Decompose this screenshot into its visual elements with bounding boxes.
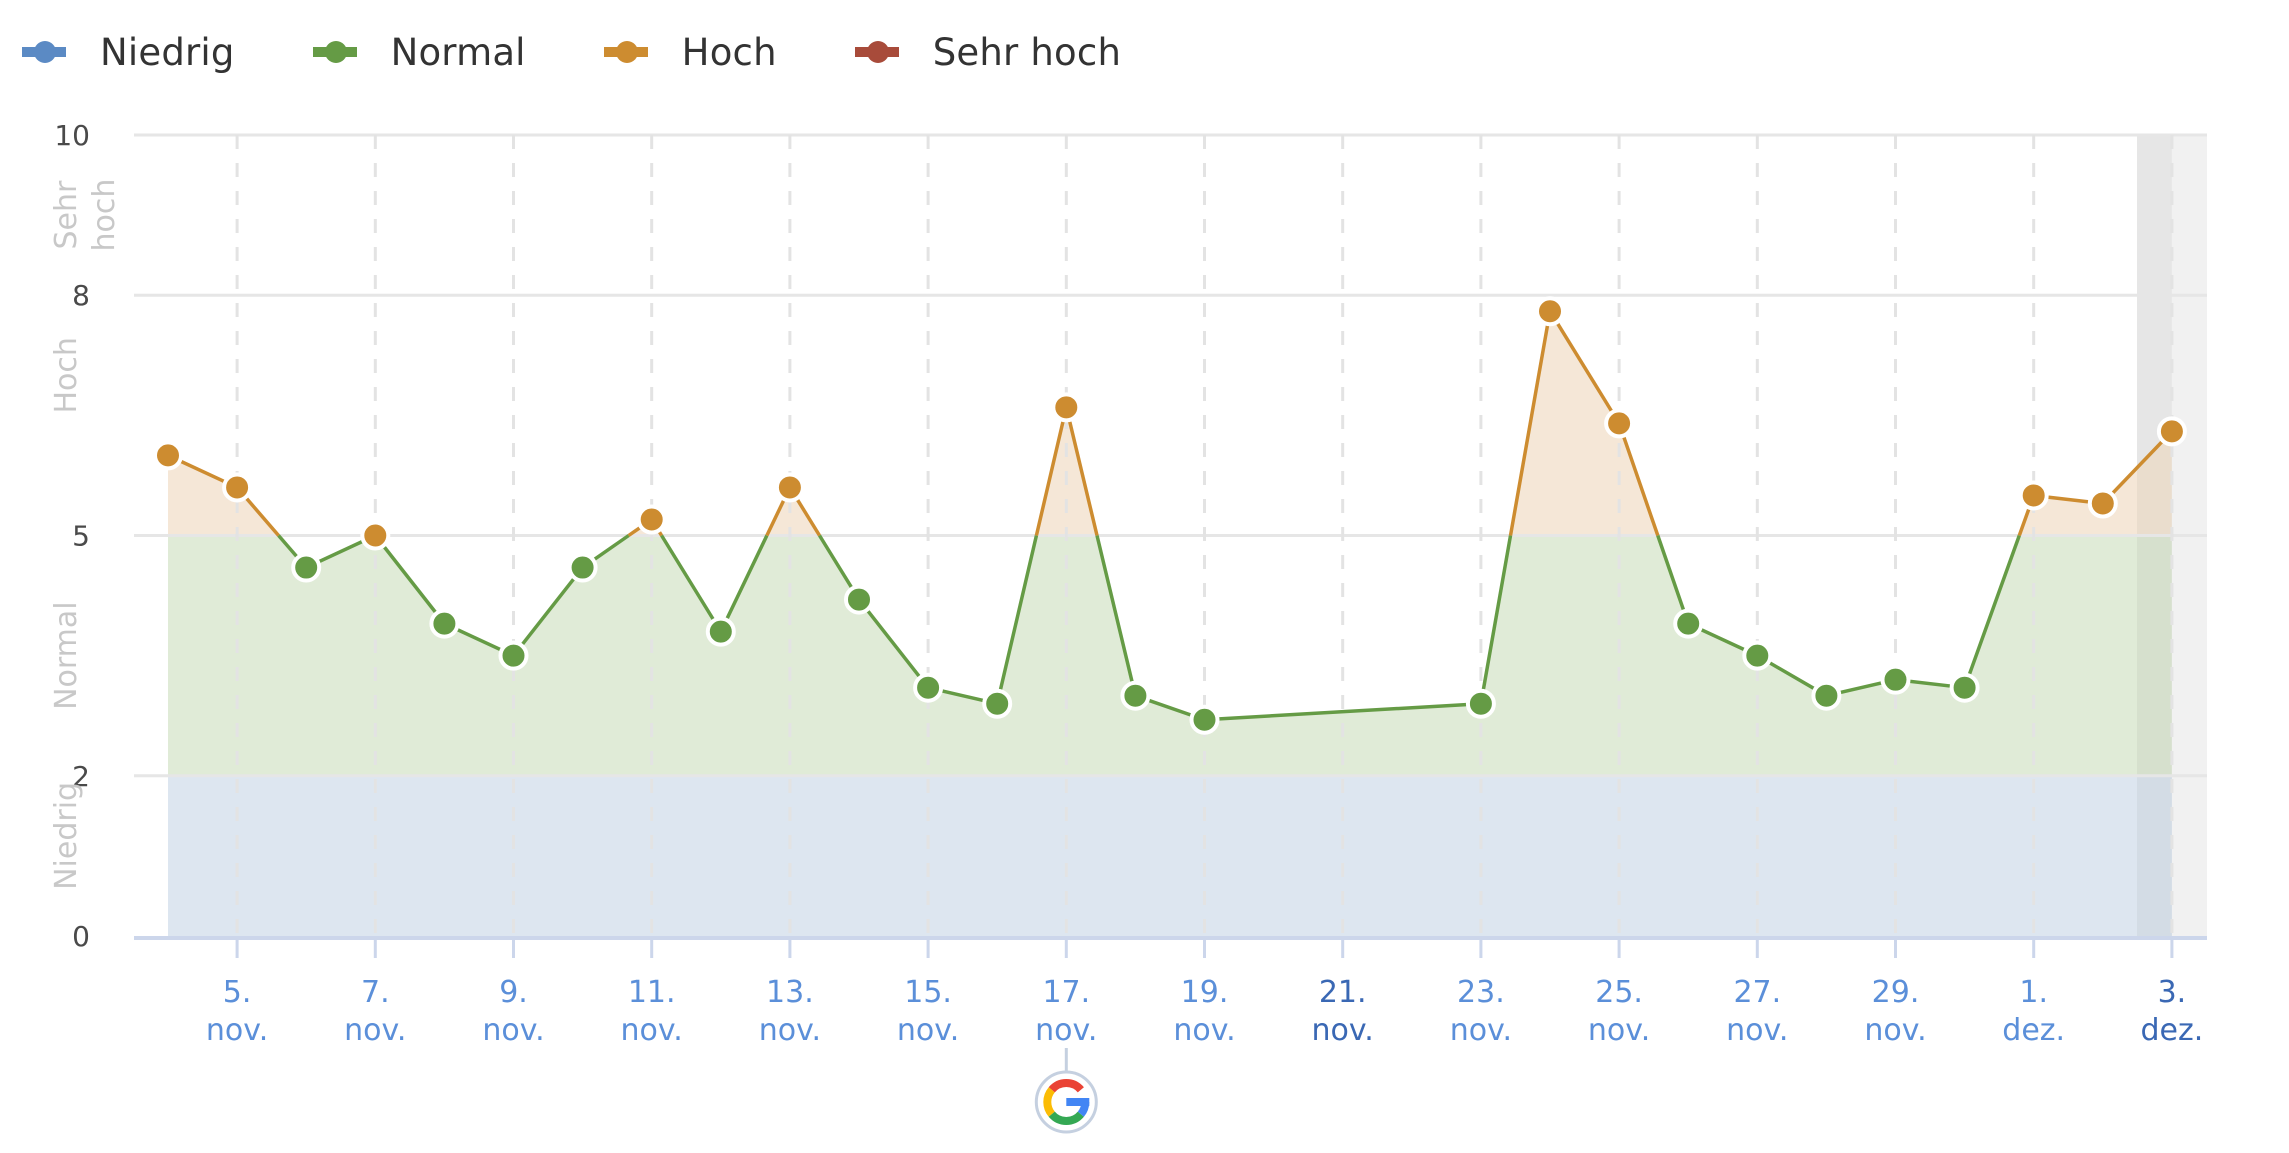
band-label: Normal [49,601,84,710]
x-tick-day: 9. [499,975,528,1010]
data-points [153,296,2187,735]
x-tick-month: dez. [2002,1013,2065,1048]
x-tick-month: nov. [621,1013,683,1048]
band-label: hoch [87,179,122,252]
x-tick-day: 5. [223,975,252,1010]
google-update-annotation[interactable] [1034,1048,1098,1134]
data-point[interactable] [1811,680,1842,711]
x-tick-day: 11. [628,975,676,1010]
band-labels: Niedrig Normal Hoch Sehr hoch [49,179,122,890]
legend-item-normal[interactable]: Normal [312,30,526,74]
x-tick-month: nov. [1588,1013,1650,1048]
x-tick-month: nov. [1173,1013,1235,1048]
legend-marker-icon [22,41,66,63]
band-label: Niedrig [49,782,84,890]
data-point[interactable] [360,520,391,551]
google-icon [1043,1079,1090,1125]
legend-label: Hoch [681,30,777,74]
x-tick-day: 15. [904,975,952,1010]
y-tick-label: 2 [72,760,90,793]
data-point[interactable] [1120,680,1151,711]
data-point[interactable] [1673,608,1704,639]
legend-label: Niedrig [100,30,235,74]
chart-legend: Niedrig Normal Hoch Sehr hoch [22,22,1199,82]
x-tick-month: nov. [344,1013,406,1048]
data-point[interactable] [1742,640,1773,671]
x-tick-day: 17. [1042,975,1090,1010]
legend-label: Sehr hoch [932,30,1122,74]
x-axis: 5.nov.7.nov.9.nov.11.nov.13.nov.15.nov.1… [206,940,2203,1048]
legend-marker-icon [312,41,357,63]
data-point[interactable] [1604,408,1635,439]
x-tick-month: nov. [206,1013,268,1048]
x-tick-day: 13. [766,975,814,1010]
x-tick-month: nov. [1864,1013,1926,1048]
y-tick-label: 8 [72,279,90,312]
data-point[interactable] [1535,296,1565,327]
x-tick-month: dez. [2141,1013,2204,1048]
x-tick-day: 3. [2158,975,2187,1010]
x-tick-day: 19. [1181,975,1229,1010]
y-tick-label: 10 [54,119,90,152]
x-tick-month: nov. [1450,1013,1512,1048]
y-axis: 0 2 5 8 10 [54,119,90,953]
x-tick-day: 27. [1733,975,1781,1010]
band-fill-sehr-hoch [168,135,2172,295]
x-tick-day: 21. [1319,975,1367,1010]
y-tick-label: 5 [72,520,90,553]
data-point[interactable] [2087,488,2118,519]
x-tick-day: 23. [1457,975,1505,1010]
band-label: Hoch [49,337,84,413]
data-point[interactable] [1189,704,1220,735]
x-tick-day: 7. [361,975,390,1010]
data-point[interactable] [1880,664,1911,695]
data-point[interactable] [913,672,944,703]
data-point[interactable] [429,608,460,639]
legend-label: Normal [390,30,526,74]
x-tick-month: nov. [897,1013,959,1048]
data-point[interactable] [222,472,253,503]
data-point[interactable] [844,584,874,615]
band-fill-normal [168,535,2172,776]
band-label: Sehr [49,180,84,250]
x-tick-month: nov. [1726,1013,1788,1048]
data-point[interactable] [2018,480,2049,511]
data-point[interactable] [705,616,736,647]
data-point[interactable] [1949,672,1980,703]
data-point[interactable] [153,440,183,471]
x-tick-month: nov. [1312,1013,1374,1048]
band-fill-hoch [168,311,2172,536]
x-tick-month: nov. [1035,1013,1097,1048]
data-point[interactable] [291,552,322,583]
data-point[interactable] [1051,392,1082,423]
x-tick-day: 29. [1872,975,1920,1010]
data-point[interactable] [1465,688,1496,719]
legend-marker-icon [854,41,899,63]
x-tick-day: 25. [1595,975,1643,1010]
legend-marker-icon [603,41,648,63]
data-point[interactable] [774,472,805,503]
x-tick-day: 1. [2019,975,2048,1010]
legend-item-sehr-hoch[interactable]: Sehr hoch [854,30,1122,74]
data-point[interactable] [636,504,667,535]
data-point[interactable] [567,552,598,583]
data-point[interactable] [982,688,1013,719]
data-point[interactable] [2156,416,2187,447]
y-tick-label: 0 [72,920,90,953]
band-fill-niedrig [168,775,2172,936]
x-tick-month: nov. [482,1013,544,1048]
legend-item-hoch[interactable]: Hoch [603,30,777,74]
x-tick-month: nov. [759,1013,821,1048]
data-point[interactable] [498,640,529,671]
legend-item-niedrig[interactable]: Niedrig [22,31,235,74]
